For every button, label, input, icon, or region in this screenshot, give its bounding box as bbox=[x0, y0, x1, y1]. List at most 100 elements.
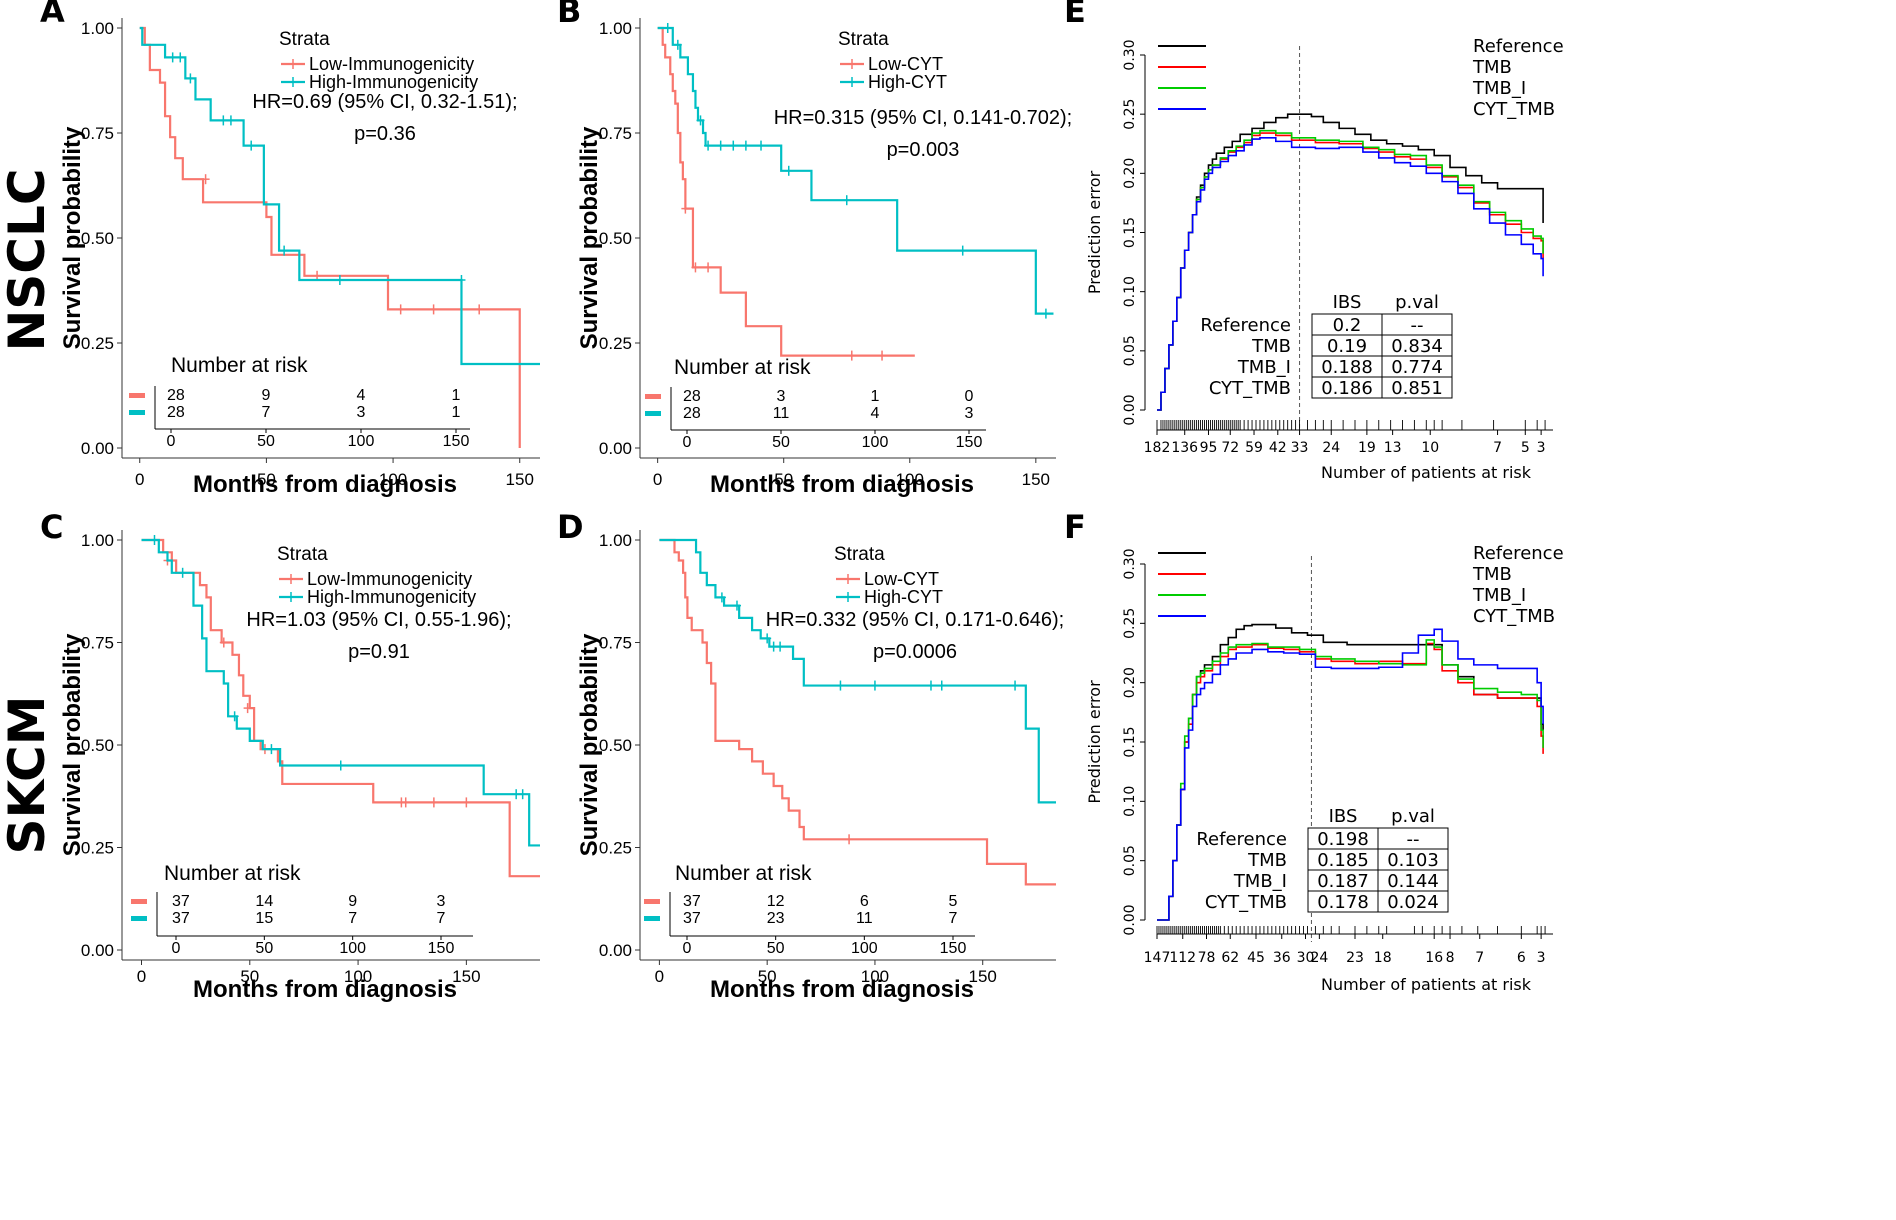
km-curve-high bbox=[659, 538, 1056, 804]
ibs-value: 0.188 bbox=[1321, 357, 1373, 378]
ibs-value: 0.178 bbox=[1317, 892, 1369, 913]
panel-letter: A bbox=[40, 0, 65, 30]
x-tick-label: 136 bbox=[1171, 440, 1198, 456]
error-curve-cyt_tmb bbox=[1157, 137, 1544, 411]
y-tick-label: 0.25 bbox=[81, 334, 114, 353]
x-tick-label: 42 bbox=[1269, 440, 1287, 456]
y-tick-label: 0.20 bbox=[1122, 158, 1138, 189]
y-axis-title: Survival probability bbox=[576, 126, 603, 349]
p-value-text: p=0.003 bbox=[887, 139, 960, 161]
risk-count: 1 bbox=[871, 388, 880, 405]
legend-label: Low-Immunogenicity bbox=[309, 54, 474, 74]
x-tick-label: 150 bbox=[452, 967, 480, 986]
risk-row-swatch-high bbox=[131, 916, 147, 921]
risk-count: 5 bbox=[949, 893, 958, 910]
ibs-value: 0.198 bbox=[1317, 829, 1369, 850]
panel-letter: F bbox=[1064, 508, 1086, 546]
risk-count: 15 bbox=[255, 910, 273, 927]
risk-count: 7 bbox=[348, 910, 357, 927]
y-tick-label: 0.30 bbox=[1122, 39, 1138, 70]
legend-title: Strata bbox=[279, 29, 330, 50]
x-axis-title: Months from diagnosis bbox=[710, 976, 974, 1003]
risk-count: 7 bbox=[262, 404, 271, 421]
legend-label: TMB_I bbox=[1472, 585, 1526, 606]
y-tick-label: 1.00 bbox=[81, 19, 114, 38]
legend-label: CYT_TMB bbox=[1473, 99, 1555, 120]
risk-count: 7 bbox=[437, 910, 446, 927]
risk-table-title: Number at risk bbox=[675, 862, 812, 885]
x-axis-title: Number of patients at risk bbox=[1321, 975, 1532, 994]
y-tick-label: 0.50 bbox=[81, 229, 114, 248]
row-label-skcm: SKCM bbox=[0, 696, 56, 855]
y-tick-label: 0.15 bbox=[1122, 726, 1138, 757]
y-tick-label: 0.50 bbox=[81, 736, 114, 755]
ibs-row-label: CYT_TMB bbox=[1205, 892, 1287, 913]
x-tick-label: 62 bbox=[1221, 950, 1239, 966]
y-tick-label: 0.05 bbox=[1122, 845, 1138, 876]
legend-label: High-Immunogenicity bbox=[309, 72, 478, 92]
x-tick-label: 24 bbox=[1322, 440, 1340, 456]
x-tick-label: 100 bbox=[861, 967, 889, 986]
ibs-row-label: Reference bbox=[1200, 315, 1291, 336]
risk-tick-label: 150 bbox=[940, 940, 967, 957]
risk-tick-label: 150 bbox=[956, 434, 983, 451]
panel-e: E0.000.050.100.150.200.250.30Prediction … bbox=[1064, 0, 1564, 482]
risk-count: 28 bbox=[167, 387, 185, 404]
x-tick-label: 24 bbox=[1310, 950, 1328, 966]
y-tick-label: 0.25 bbox=[1122, 608, 1138, 639]
risk-count: 0 bbox=[965, 388, 974, 405]
x-tick-label: 78 bbox=[1198, 950, 1216, 966]
x-tick-label: 100 bbox=[896, 470, 924, 489]
pval-header: p.val bbox=[1395, 292, 1439, 313]
km-curve-low bbox=[657, 26, 915, 357]
x-axis-title: Number of patients at risk bbox=[1321, 463, 1532, 482]
x-tick-label: 0 bbox=[135, 470, 144, 489]
x-tick-label: 147 bbox=[1144, 950, 1171, 966]
x-tick-label: 36 bbox=[1273, 950, 1291, 966]
risk-count: 3 bbox=[965, 405, 974, 422]
ibs-row-label: CYT_TMB bbox=[1209, 378, 1291, 399]
risk-row-swatch-low bbox=[129, 393, 145, 398]
risk-count: 6 bbox=[860, 893, 869, 910]
hr-text: HR=0.69 (95% CI, 0.32-1.51); bbox=[252, 91, 517, 113]
panel-f: F 0.00 0.05 0.10 0.15 0.20 0.25 0.30 Prediction … bbox=[1064, 508, 1564, 994]
row-label-nsclc: NSCLC bbox=[0, 168, 56, 351]
x-tick-label: 0 bbox=[137, 967, 146, 986]
pval-value: 0.851 bbox=[1391, 378, 1443, 399]
risk-tick-label: 0 bbox=[172, 940, 181, 957]
x-tick-label: 150 bbox=[969, 967, 997, 986]
risk-count: 3 bbox=[437, 893, 446, 910]
legend-label: Low-CYT bbox=[868, 54, 943, 74]
y-tick-label: 0.50 bbox=[599, 229, 632, 248]
pval-value: -- bbox=[1407, 829, 1420, 850]
y-axis-title: Prediction error bbox=[1085, 170, 1104, 294]
x-tick-label: 100 bbox=[344, 967, 372, 986]
y-tick-label: 0.30 bbox=[1122, 548, 1138, 579]
ibs-row-label: TMB_I bbox=[1237, 357, 1291, 378]
y-tick-label: 0.00 bbox=[1122, 394, 1138, 425]
legend-title: Strata bbox=[834, 544, 885, 565]
pval-value: 0.103 bbox=[1387, 850, 1439, 871]
x-tick-label: 0 bbox=[653, 470, 662, 489]
y-tick-label: 1.00 bbox=[599, 531, 632, 550]
risk-count: 37 bbox=[683, 910, 701, 927]
y-tick-label: 0.10 bbox=[1122, 786, 1138, 817]
x-tick-label: 50 bbox=[758, 967, 777, 986]
error-curve-tmb_i bbox=[1157, 639, 1544, 921]
x-axis-title: Months from diagnosis bbox=[193, 976, 457, 1003]
x-tick-label: 0 bbox=[655, 967, 664, 986]
panel-letter: D bbox=[557, 508, 584, 546]
x-tick-label: 150 bbox=[506, 470, 534, 489]
x-tick-label: 100 bbox=[379, 470, 407, 489]
x-tick-label: 5 bbox=[1521, 440, 1530, 456]
x-tick-label: 7 bbox=[1493, 440, 1502, 456]
km-curve-low bbox=[659, 538, 1056, 886]
y-tick-label: 0.00 bbox=[81, 439, 114, 458]
legend-label: Reference bbox=[1473, 36, 1564, 57]
risk-count: 4 bbox=[357, 387, 366, 404]
x-tick-label: 33 bbox=[1291, 440, 1309, 456]
legend-label: Low-Immunogenicity bbox=[307, 569, 472, 589]
x-tick-label: 3 bbox=[1537, 950, 1546, 966]
